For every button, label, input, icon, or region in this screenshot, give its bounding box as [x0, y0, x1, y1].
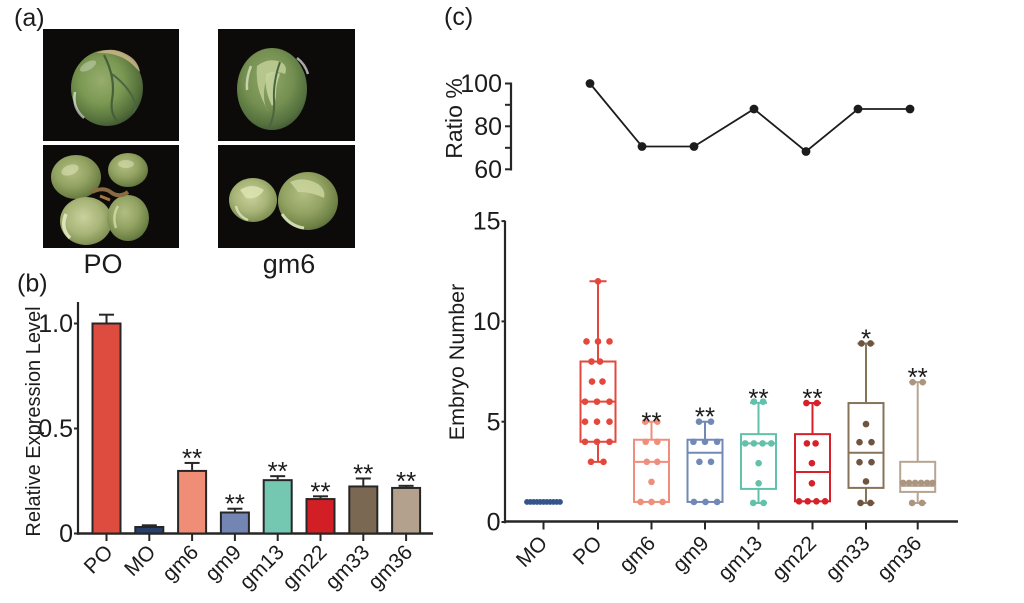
svg-text:**: ** — [225, 489, 245, 519]
svg-text:10: 10 — [473, 308, 501, 336]
svg-text:PO: PO — [83, 249, 122, 279]
svg-text:1.0: 1.0 — [38, 310, 73, 338]
svg-text:100: 100 — [460, 70, 502, 98]
svg-text:0.5: 0.5 — [38, 415, 73, 443]
svg-text:**: ** — [802, 383, 822, 413]
svg-text:Ratio %: Ratio % — [441, 78, 467, 159]
svg-text:gm6: gm6 — [263, 249, 316, 279]
svg-text:**: ** — [748, 383, 768, 413]
svg-text:*: * — [861, 323, 871, 353]
svg-text:**: ** — [310, 476, 330, 506]
svg-text:Embryo Number: Embryo Number — [445, 284, 469, 441]
svg-text:5: 5 — [487, 408, 501, 436]
svg-text:**: ** — [268, 456, 288, 486]
svg-text:(b): (b) — [17, 270, 48, 298]
svg-text:Relative Expression Level: Relative Expression Level — [23, 306, 45, 536]
svg-text:**: ** — [695, 402, 715, 432]
svg-text:**: ** — [908, 362, 928, 392]
svg-text:15: 15 — [473, 208, 501, 236]
svg-text:(a): (a) — [14, 4, 45, 32]
svg-text:**: ** — [641, 407, 661, 437]
svg-text:0: 0 — [59, 520, 73, 548]
svg-text:**: ** — [396, 466, 416, 496]
svg-text:**: ** — [182, 443, 202, 473]
svg-text:80: 80 — [474, 113, 502, 141]
svg-text:**: ** — [353, 458, 373, 488]
svg-text:60: 60 — [474, 156, 502, 184]
svg-text:(c): (c) — [444, 3, 473, 31]
svg-text:0: 0 — [487, 509, 501, 537]
